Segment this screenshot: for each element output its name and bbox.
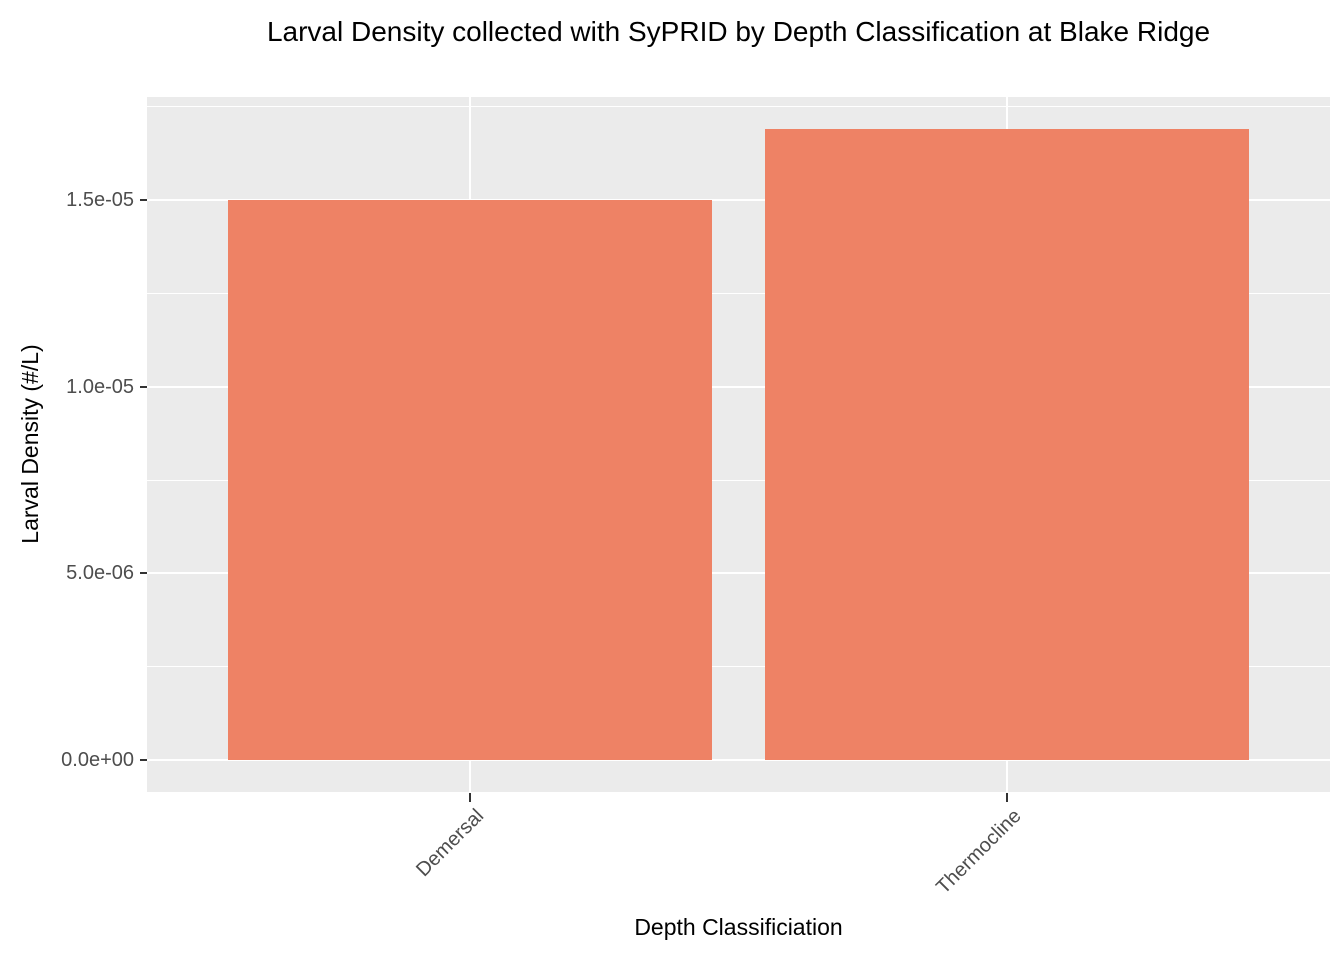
x-axis-title: Depth Classificiation [634,914,843,940]
bar-demersal [227,199,712,761]
x-tick-mark [468,793,471,802]
gridline-major [147,198,1330,201]
chart-title-wrap: Larval Density collected with SyPRID by … [147,12,1330,52]
y-tick-label: 5.0e-06 [66,562,134,585]
bar-thermocline [765,128,1250,761]
y-tick-mark [140,198,147,201]
y-tick-mark [140,759,147,762]
gridline-minor [147,479,1330,481]
y-tick-label: 1.5e-05 [66,188,134,211]
plot-panel [147,97,1330,792]
y-tick-mark [140,572,147,575]
chart-title: Larval Density collected with SyPRID by … [266,16,1211,47]
x-tick-label: Demersal [412,805,489,882]
y-axis-title: Larval Density (#/L) [17,344,43,544]
gridline-minor [147,105,1330,107]
gridline-minor [147,292,1330,294]
gridline-minor [147,666,1330,668]
x-tick-mark [1006,793,1009,802]
x-tick-label: Thermocline [932,805,1026,899]
gridline-major [147,572,1330,575]
gridline-major [147,759,1330,762]
y-tick-mark [140,385,147,388]
gridline-major [147,385,1330,388]
y-tick-label: 0.0e+00 [61,749,134,772]
y-tick-label: 1.0e-05 [66,375,134,398]
